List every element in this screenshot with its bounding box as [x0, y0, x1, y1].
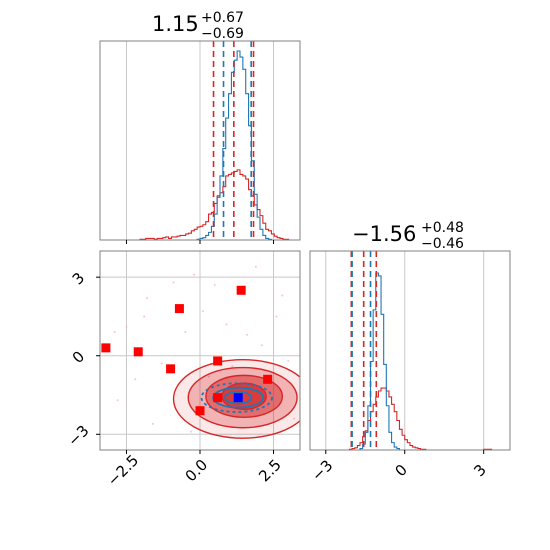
title-p2-err-plus: +0.48 — [421, 220, 464, 236]
joint-sample-point-0 — [125, 325, 128, 328]
joint-blue-contour-0 — [200, 382, 273, 413]
joint-x-tick-label-0: −2.5 — [104, 451, 142, 489]
joint-sample-point-13 — [172, 281, 175, 284]
joint-y-tick-label-2: 3 — [69, 269, 88, 288]
joint-sample-point-18 — [190, 430, 193, 433]
joint-red-square-6 — [263, 374, 273, 384]
joint-red-square-1 — [133, 347, 143, 357]
joint-sample-point-22 — [231, 365, 234, 368]
joint-blue-square-0 — [233, 393, 243, 403]
joint-y-tick-label-0: −3 — [64, 422, 92, 450]
joint-sample-point-9 — [116, 399, 119, 402]
joint-red-square-5 — [213, 356, 223, 366]
joint-blue-contour-2 — [224, 390, 253, 405]
joint-sample-point-10 — [151, 422, 154, 425]
joint-sample-point-11 — [287, 359, 290, 362]
joint-sample-point-1 — [146, 297, 149, 300]
joint-red-square-2 — [174, 304, 184, 314]
joint-sample-point-2 — [193, 273, 196, 276]
hist-p2-frame — [309, 250, 511, 451]
hist-p1-red-series — [100, 169, 300, 241]
joint-panel-p1-p2: −2.5 0.0 2.5 −3 0 3 — [64, 250, 301, 490]
joint-sample-point-19 — [281, 294, 284, 297]
joint-y-tick-label-1: 0 — [69, 347, 88, 366]
joint-x-tick-label-1: 0.0 — [182, 456, 212, 486]
joint-sample-point-23 — [113, 331, 116, 334]
joint-sample-point-20 — [143, 315, 146, 318]
joint-sample-point-8 — [225, 323, 228, 326]
joint-sample-point-5 — [275, 315, 278, 318]
hist-p2-x-tick-label-2: 3 — [470, 461, 489, 480]
joint-sample-point-7 — [184, 331, 187, 334]
hist-p2-background — [310, 251, 510, 450]
joint-x-tick-label-2: 2.5 — [255, 456, 285, 486]
title-p1-err-plus: +0.67 — [201, 10, 244, 26]
joint-red-square-0 — [101, 343, 111, 353]
joint-plot-area — [100, 251, 300, 450]
histogram-panel-p1 — [99, 40, 301, 244]
histogram-panel-p2: −3 0 3 — [308, 250, 511, 485]
joint-sample-point-6 — [160, 362, 163, 365]
title-p1-err-minus: −0.69 — [201, 26, 244, 42]
title-p2-err-minus: −0.46 — [421, 236, 464, 252]
joint-sample-point-3 — [213, 284, 216, 287]
title-p2-median: −1.56 — [352, 222, 416, 246]
joint-sample-point-15 — [134, 378, 137, 381]
joint-red-square-8 — [195, 406, 205, 416]
joint-sample-point-16 — [207, 375, 210, 378]
joint-red-square-3 — [236, 285, 246, 295]
joint-sample-point-14 — [260, 344, 263, 347]
joint-red-square-7 — [213, 393, 223, 403]
joint-sample-point-21 — [201, 310, 204, 313]
hist-p2-x-tick-label-1: 0 — [391, 461, 410, 480]
joint-sample-point-12 — [293, 417, 296, 420]
title-p1-median: 1.15 — [152, 12, 199, 36]
joint-red-square-4 — [166, 364, 176, 374]
hist-p2-x-tick-label-0: −3 — [308, 456, 336, 484]
joint-sample-point-4 — [254, 265, 257, 268]
joint-sample-point-17 — [246, 333, 249, 336]
